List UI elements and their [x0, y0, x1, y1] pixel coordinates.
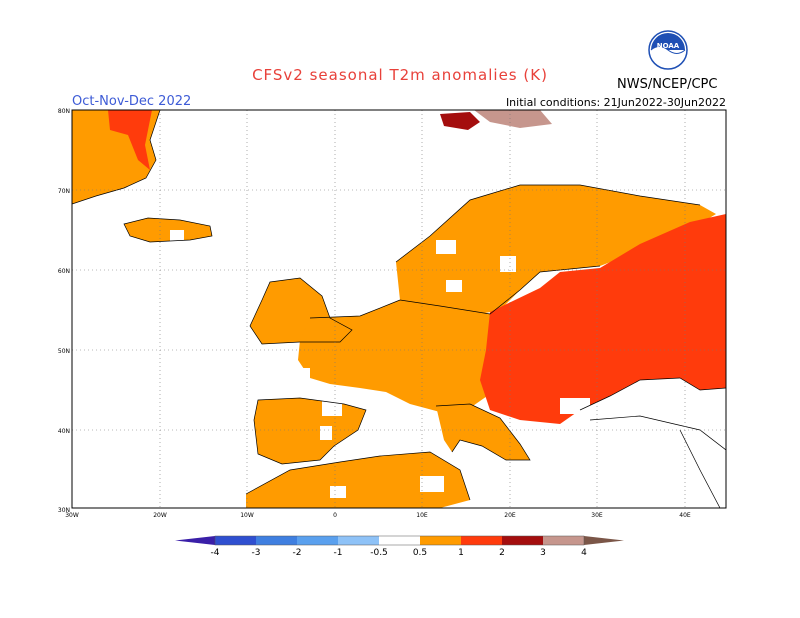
greenland-strong-region	[108, 110, 152, 170]
lat-label-70n: 70N	[58, 188, 70, 195]
colorbar-left-arrow	[175, 536, 215, 545]
colorbar-segment	[461, 536, 502, 545]
arctic-islands-strong	[440, 112, 480, 130]
lon-label-20e: 20E	[504, 512, 516, 519]
colorbar	[175, 535, 624, 546]
lon-label-30w: 30W	[65, 512, 79, 519]
colorbar-right-arrow	[584, 536, 624, 545]
lat-label-50n: 50N	[58, 348, 70, 355]
forecast-period: Oct-Nov-Dec 2022	[72, 94, 192, 109]
colorbar-segment	[543, 536, 584, 545]
lat-label-30n: 30N	[58, 507, 70, 514]
colorbar-tick-label: -0.5	[370, 548, 388, 558]
colorbar-tick-label: -1	[333, 548, 343, 558]
colorbar-segment	[338, 536, 379, 545]
lat-label-80n: 80N	[58, 108, 70, 115]
map-title: CFSv2 seasonal T2m anomalies (K)	[252, 66, 548, 84]
lon-label-10w: 10W	[240, 512, 254, 519]
lon-label-30e: 30E	[591, 512, 603, 519]
scandinavia-warm	[396, 185, 716, 318]
colorbar-segment	[502, 536, 543, 545]
north-africa-warm	[246, 452, 470, 508]
initial-conditions: Initial conditions: 21Jun2022-30Jun2022	[505, 96, 726, 109]
colorbar-tick-label: 3	[540, 548, 546, 558]
colorbar-segment	[379, 536, 420, 545]
map-frame	[71, 109, 727, 509]
neutral-patches	[170, 230, 590, 498]
noaa-logo-icon: NOAA	[648, 30, 688, 70]
agency-label: NWS/NCEP/CPC	[617, 77, 718, 92]
colorbar-segment	[256, 536, 297, 545]
italy-balkans-warm	[436, 404, 530, 460]
latitude-labels: 80N 70N 60N 50N 40N 30N	[58, 108, 70, 514]
colorbar-tick-label: -4	[210, 548, 220, 558]
arctic-islands-very-strong	[474, 110, 552, 128]
noaa-logo-text: NOAA	[657, 42, 680, 50]
coastlines	[72, 110, 726, 508]
colorbar-tick-label: -3	[251, 548, 261, 558]
colorbar-outline	[214, 535, 585, 546]
lon-label-40e: 40E	[679, 512, 691, 519]
colorbar-tick-label: 2	[499, 548, 505, 558]
lon-label-0: 0	[333, 512, 337, 519]
colorbar-tick-label: 1	[458, 548, 464, 558]
anomaly-fields	[72, 110, 726, 508]
lon-label-20w: 20W	[153, 512, 167, 519]
colorbar-segment	[297, 536, 338, 545]
colorbar-tick-label: -2	[292, 548, 302, 558]
lat-label-40n: 40N	[58, 428, 70, 435]
iberia-warm	[254, 398, 366, 464]
lat-label-60n: 60N	[58, 268, 70, 275]
graticule	[72, 110, 726, 508]
colorbar-tick-label: 4	[581, 548, 587, 558]
lon-label-10e: 10E	[416, 512, 428, 519]
eastern-europe-strong	[480, 214, 726, 424]
iceland-warm-region	[124, 218, 212, 242]
longitude-labels: 30W 20W 10W 0 10E 20E 30E 40E	[65, 512, 691, 519]
colorbar-tick-label: 0.5	[412, 548, 428, 558]
colorbar-segment	[420, 536, 461, 545]
colorbar-segment	[215, 536, 256, 545]
